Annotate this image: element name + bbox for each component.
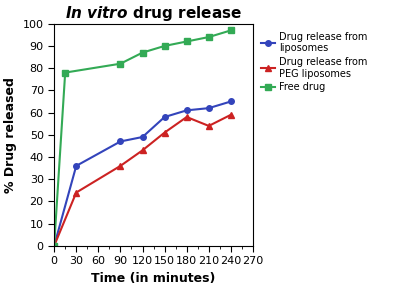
Drug release from
PEG liposomes [184, 115, 189, 119]
Free drug [228, 29, 233, 32]
Free drug [140, 51, 145, 54]
Line: Drug release from
PEG liposomes: Drug release from PEG liposomes [51, 112, 234, 249]
Drug release from
PEG liposomes [118, 164, 123, 168]
Drug release from
liposomes [228, 100, 233, 103]
X-axis label: Time (in minutes): Time (in minutes) [91, 272, 216, 285]
Drug release from
liposomes [52, 244, 57, 248]
Legend: Drug release from
liposomes, Drug release from
PEG liposomes, Free drug: Drug release from liposomes, Drug releas… [258, 29, 370, 95]
Free drug [63, 71, 68, 74]
Drug release from
liposomes [206, 106, 211, 110]
Drug release from
liposomes [162, 115, 167, 119]
Drug release from
PEG liposomes [140, 149, 145, 152]
Free drug [162, 44, 167, 48]
Drug release from
PEG liposomes [52, 244, 57, 248]
Drug release from
PEG liposomes [206, 124, 211, 128]
Drug release from
PEG liposomes [162, 131, 167, 134]
Drug release from
PEG liposomes [74, 191, 79, 194]
Drug release from
liposomes [184, 109, 189, 112]
Free drug [52, 244, 57, 248]
Drug release from
liposomes [118, 140, 123, 143]
Free drug [118, 62, 123, 65]
Line: Free drug: Free drug [51, 28, 234, 249]
Drug release from
PEG liposomes [228, 113, 233, 116]
Free drug [206, 35, 211, 39]
Line: Drug release from
liposomes: Drug release from liposomes [51, 99, 234, 249]
Free drug [184, 40, 189, 43]
Drug release from
liposomes [74, 164, 79, 168]
Title: $\bfit{In\ vitro}$ drug release: $\bfit{In\ vitro}$ drug release [65, 4, 242, 23]
Drug release from
liposomes [140, 135, 145, 139]
Y-axis label: % Drug released: % Drug released [4, 77, 17, 193]
